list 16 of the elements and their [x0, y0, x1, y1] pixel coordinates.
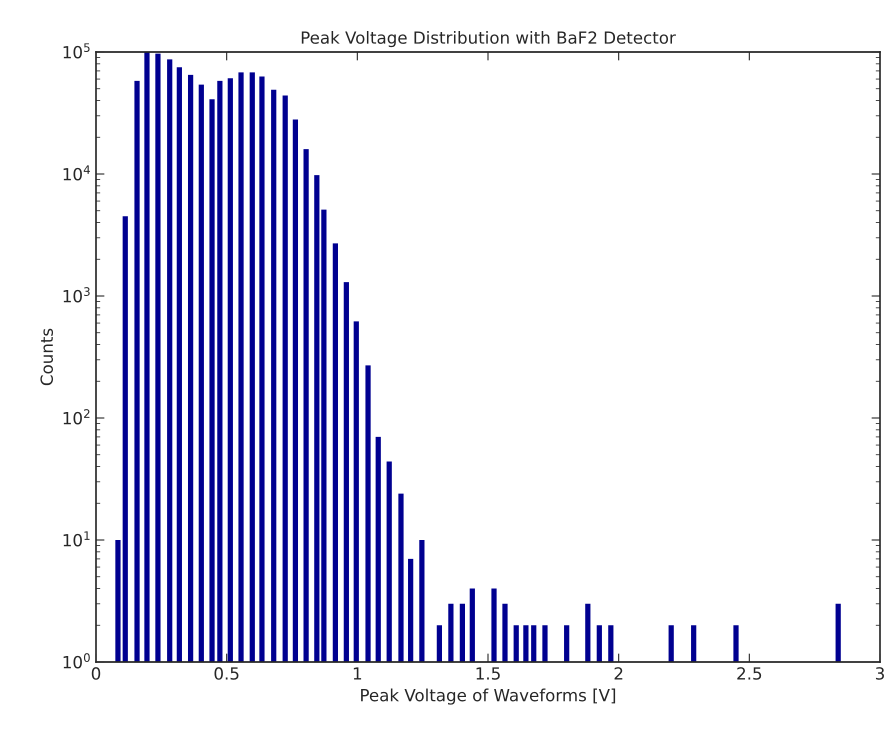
x-tick-label: 0.5	[214, 667, 238, 680]
y-tick-label: 10$^{0}$	[64, 653, 90, 668]
y-tick-label: 10$^{1}$	[64, 531, 90, 546]
y-tick-label: 10$^{3}$	[64, 287, 90, 302]
chart-title: Peak Voltage Distribution with BaF2 Detector	[302, 31, 676, 48]
y-axis-title: Counts	[40, 328, 54, 386]
x-tick-label: 3	[876, 667, 884, 680]
x-axis-title: Peak Voltage of Waveforms [V]	[361, 688, 616, 705]
x-tick-label: 0	[92, 667, 100, 680]
y-tick-label: 10$^{2}$	[64, 409, 90, 424]
x-tick-label: 2.5	[737, 667, 762, 680]
y-tick-label: 10$^{5}$	[64, 43, 90, 58]
x-tick-label: 2	[614, 667, 622, 680]
x-tick-label: 1	[354, 667, 362, 680]
x-tick-label: 1.5	[476, 667, 500, 680]
y-tick-label: 10$^{4}$	[64, 165, 90, 180]
